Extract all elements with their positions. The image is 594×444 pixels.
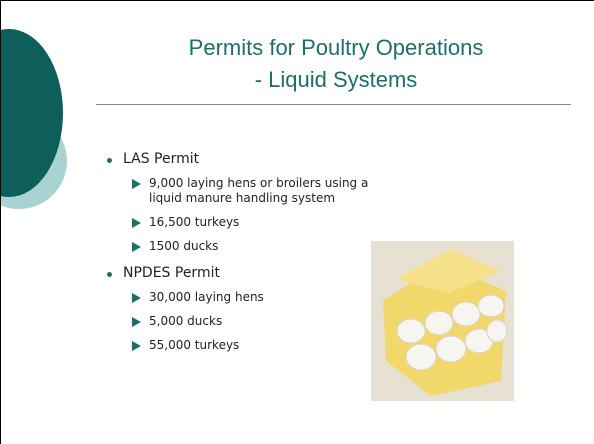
sub-bullet: 55,000 turkeys <box>149 338 371 353</box>
sub-bullet: 9,000 laying hens or broilers using a li… <box>149 176 371 206</box>
sub-bullet: 1500 ducks <box>149 239 371 254</box>
sub-bullet-marker <box>132 341 141 351</box>
slide: Permits for Poultry Operations - Liquid … <box>0 0 594 444</box>
title-rule <box>96 104 571 105</box>
title-line: - Liquid Systems <box>101 67 571 93</box>
egg-photo <box>371 241 514 401</box>
bullet: LAS Permit <box>123 151 199 167</box>
sub-bullet-marker <box>132 242 141 252</box>
bullet: NPDES Permit <box>123 265 220 281</box>
sub-bullet: 16,500 turkeys <box>149 215 371 230</box>
sub-bullet-marker <box>132 179 141 189</box>
sub-bullet-marker <box>132 218 141 228</box>
bullet-dot <box>107 272 112 277</box>
title-line: Permits for Poultry Operations <box>101 35 571 61</box>
sub-bullet: 5,000 ducks <box>149 314 371 329</box>
bullet-dot <box>107 158 112 163</box>
sub-bullet-marker <box>132 293 141 303</box>
sub-bullet-marker <box>132 317 141 327</box>
sub-bullet: 30,000 laying hens <box>149 290 371 305</box>
